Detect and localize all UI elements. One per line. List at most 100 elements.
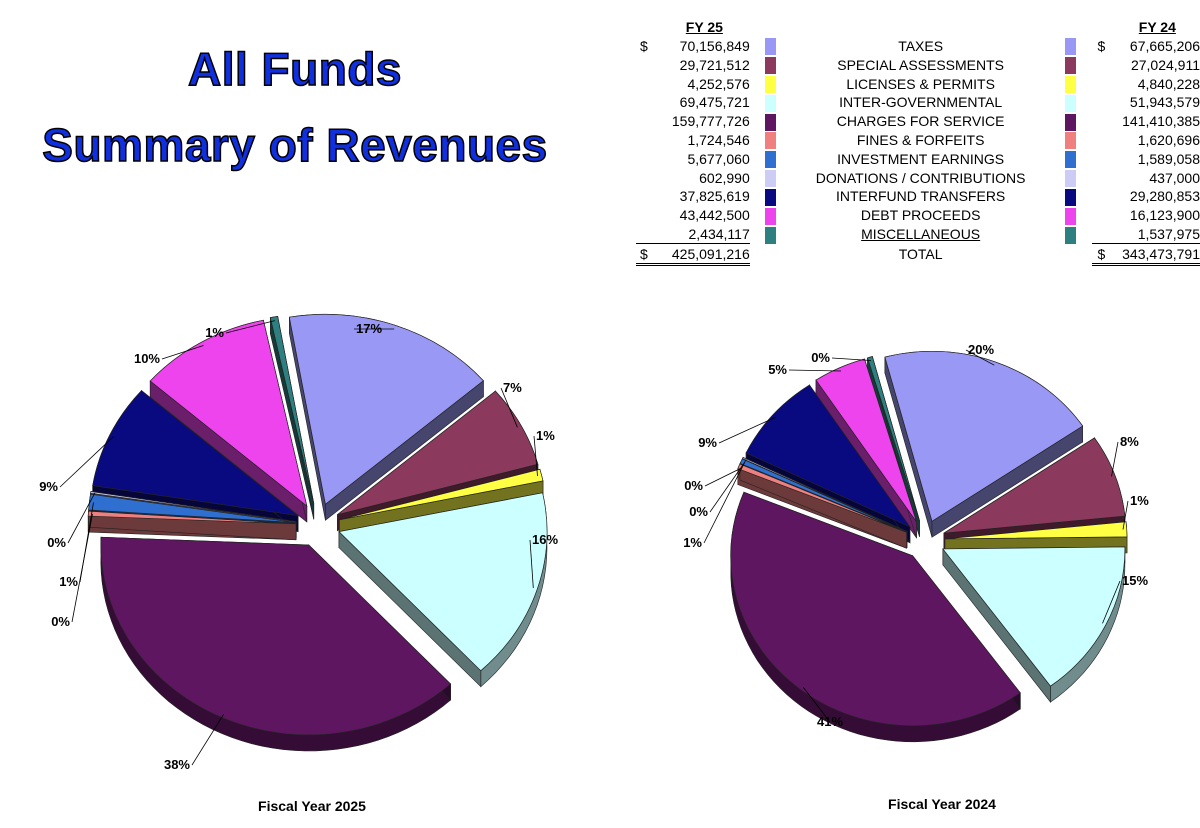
fy24-amount: 51,943,579 — [1129, 94, 1200, 111]
fy25-amount: 4,252,576 — [687, 75, 750, 92]
pie-percent-label: 1% — [683, 535, 702, 550]
fy24-amount: 27,024,911 — [1130, 56, 1200, 73]
pie-percent-label: 41% — [817, 714, 843, 729]
table-row: 2,434,117 MISCELLANEOUS 1,537,975 — [636, 225, 1200, 244]
fy24-amount: 29,280,853 — [1129, 188, 1200, 205]
leader-line — [225, 320, 275, 334]
pie-percent-label: 38% — [164, 757, 190, 772]
pie-slice-interfund-transfers — [745, 384, 911, 528]
category-label: SPECIAL ASSESSMENTS — [837, 56, 1005, 73]
legend-swatch — [750, 37, 791, 56]
legend-swatch — [1050, 55, 1091, 75]
leader-line — [965, 349, 995, 366]
pie-slice-donations-contributions — [742, 456, 908, 532]
fy24-amount: 1,537,975 — [1137, 226, 1200, 242]
pie-percent-label: 1% — [205, 325, 224, 340]
legend-swatch — [750, 225, 791, 244]
leader-line — [1122, 500, 1129, 530]
leader-line — [718, 416, 776, 444]
category-label: DONATIONS / CONTRIBUTIONS — [815, 169, 1026, 186]
legend-swatch — [1050, 93, 1091, 112]
fy24-amount: 141,410,385 — [1122, 113, 1200, 130]
legend-swatch — [750, 93, 791, 112]
pie-slice-taxes — [884, 351, 1084, 522]
legend-swatch — [1050, 149, 1091, 169]
leader-line — [500, 387, 518, 428]
fy25-amount: 159,777,726 — [671, 113, 750, 130]
fy25-amount: 70,156,849 — [679, 38, 750, 55]
chart-title-fy2024: Fiscal Year 2024 — [888, 796, 996, 812]
chart-title-fy2025: Fiscal Year 2025 — [258, 798, 366, 814]
category-label: FINES & FORFEITS — [856, 132, 985, 149]
total-label: TOTAL — [898, 246, 943, 263]
fy25-amount: 37,825,619 — [679, 188, 750, 205]
leader-line — [529, 539, 534, 589]
table-row: 159,777,726 CHARGES FOR SERVICE 141,410,38… — [636, 112, 1200, 131]
category-label: INVESTMENT EARNINGS — [837, 150, 1005, 167]
legend-swatch — [750, 112, 791, 131]
legend-swatch — [1050, 74, 1091, 94]
table-row: 43,442,500 DEBT PROCEEDS 16,123,900 — [636, 206, 1200, 225]
leader-line — [704, 467, 743, 487]
table-row: 37,825,619 INTERFUND TRANSFERS 29,280,853 — [636, 187, 1200, 206]
pie-slice-fines-forfeits — [87, 510, 297, 525]
pie-percent-label: 9% — [39, 479, 58, 494]
category-label: LICENSES & PERMITS — [846, 75, 995, 92]
table-row: 602,990 DONATIONS / CONTRIBUTIONS 437,000 — [636, 168, 1200, 188]
pie-slice-debt-proceeds — [815, 358, 917, 523]
pie-percent-label: 0% — [47, 535, 66, 550]
pie-slice-miscellaneous — [867, 356, 920, 521]
table-row: 1,724,546 FINES & FORFEITS 1,620,696 — [636, 131, 1200, 150]
pie-slice-special-assessments — [943, 437, 1126, 534]
table-row: $70,156,849 TAXES $67,665,206 — [636, 37, 1200, 56]
pie-percent-label: 8% — [1120, 434, 1139, 449]
leader-line — [1102, 580, 1121, 624]
pie-percent-label: 20% — [968, 342, 994, 357]
fy25-amount: 2,434,117 — [688, 226, 750, 242]
category-label: INTER-GOVERNMENTAL — [839, 94, 1003, 111]
pie-percent-label: 9% — [698, 435, 717, 450]
revenue-summary-table: FY 25 FY 24 $70,156,849 TAXES $67,665,206 2… — [636, 18, 1200, 267]
table-header-row: FY 25 FY 24 — [636, 18, 1200, 37]
pie-slice-miscellaneous — [269, 315, 315, 504]
legend-swatch — [750, 55, 791, 75]
pie-percent-label: 0% — [51, 614, 70, 629]
category-label: INTERFUND TRANSFERS — [835, 188, 1006, 205]
total-fy24-amount: 343,473,791 — [1114, 243, 1200, 267]
pie-percent-label: 15% — [1122, 573, 1148, 588]
legend-swatch — [1050, 187, 1091, 206]
fy25-amount: 69,475,721 — [679, 94, 750, 111]
pie-slice-inter-governmental — [338, 492, 548, 672]
pie-percent-label: 5% — [768, 362, 787, 377]
page-title-line-1: All Funds — [187, 42, 403, 96]
legend-swatch — [750, 149, 791, 169]
legend-swatch — [1050, 37, 1091, 56]
legend-swatch — [750, 187, 791, 206]
fy25-header: FY 25 — [685, 19, 723, 36]
pie-slice-investment-earnings — [88, 493, 297, 523]
legend-swatch — [750, 168, 791, 188]
table-row: 5,677,060 INVESTMENT EARNINGS 1,589,058 — [636, 149, 1200, 169]
pie-percent-label: 0% — [811, 350, 830, 365]
pie-slice-inter-governmental — [942, 546, 1126, 687]
leader-line — [709, 462, 745, 513]
pie-percent-label: 0% — [684, 478, 703, 493]
fy25-amount: 5,677,060 — [687, 150, 750, 167]
fy24-amount: 437,000 — [1149, 169, 1200, 186]
leader-line — [802, 687, 831, 723]
pie-percent-label: 0% — [689, 504, 708, 519]
pie-slice-licenses-permits — [944, 521, 1128, 540]
pie-slice-investment-earnings — [739, 458, 907, 533]
leader-line — [831, 357, 872, 361]
fy24-amount: 4,840,228 — [1137, 75, 1200, 92]
page-title-line-2: Summary of Revenues — [42, 118, 548, 172]
table-row: 29,721,512 SPECIAL ASSESSMENTS 27,024,911 — [636, 55, 1200, 75]
pie-slice-taxes — [288, 313, 484, 505]
fy24-dollar-sign: $ — [1097, 38, 1106, 55]
category-label: CHARGES FOR SERVICE — [836, 113, 1005, 130]
category-label: MISCELLANEOUS — [861, 226, 981, 243]
fy25-amount: 1,724,546 — [687, 132, 750, 149]
legend-swatch — [750, 206, 791, 225]
pie-slice-interfund-transfers — [92, 390, 300, 517]
leader-line — [533, 435, 538, 477]
